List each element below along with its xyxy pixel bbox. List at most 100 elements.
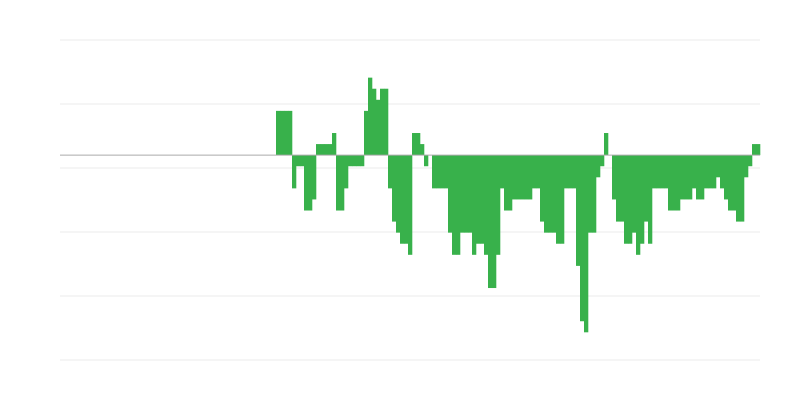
- bar: [304, 155, 309, 211]
- bar: [468, 155, 473, 233]
- bar: [716, 155, 721, 178]
- bar: [384, 88, 389, 156]
- bar: [648, 155, 653, 244]
- bar: [532, 155, 537, 189]
- bar: [612, 155, 617, 200]
- bar: [476, 155, 481, 244]
- bar: [336, 155, 341, 211]
- bar: [732, 155, 737, 211]
- bar: [620, 155, 625, 222]
- bar: [372, 88, 377, 156]
- bar: [656, 155, 661, 189]
- bar: [740, 155, 745, 222]
- bar: [508, 155, 513, 211]
- bar: [316, 144, 321, 156]
- bar: [356, 155, 361, 167]
- bar: [644, 155, 649, 222]
- bar: [420, 144, 425, 156]
- bar: [512, 155, 517, 200]
- bar: [324, 144, 329, 156]
- bar: [596, 155, 601, 178]
- bar: [572, 155, 577, 189]
- bar: [628, 155, 633, 244]
- bar: [744, 155, 749, 178]
- bar: [564, 155, 569, 189]
- bar: [404, 155, 409, 244]
- bar: [452, 155, 457, 255]
- bar: [672, 155, 677, 211]
- bar: [488, 155, 493, 289]
- bar: [636, 155, 641, 255]
- bar: [712, 155, 717, 189]
- bar: [660, 155, 665, 189]
- bar: [296, 155, 301, 167]
- bar: [736, 155, 741, 222]
- bar: [396, 155, 401, 233]
- bar: [592, 155, 597, 233]
- bar: [388, 155, 393, 189]
- bar: [456, 155, 461, 255]
- bar: [576, 155, 581, 266]
- bar: [328, 144, 333, 156]
- bar: [580, 155, 585, 322]
- bar: [680, 155, 685, 200]
- bar: [360, 155, 365, 167]
- bar: [412, 133, 417, 156]
- bar: [352, 155, 357, 167]
- bar: [568, 155, 573, 189]
- bar: [484, 155, 489, 255]
- bar: [668, 155, 673, 211]
- bar: [684, 155, 689, 200]
- bar: [624, 155, 629, 244]
- bar: [300, 155, 305, 167]
- bar: [604, 133, 609, 156]
- bar: [432, 155, 437, 189]
- bar: [416, 133, 421, 156]
- bar: [392, 155, 397, 222]
- bar: [652, 155, 657, 189]
- bar: [444, 155, 449, 189]
- bar: [688, 155, 693, 200]
- bars: [276, 77, 761, 333]
- bar: [292, 155, 297, 189]
- bar: [380, 88, 385, 156]
- bar: [492, 155, 497, 289]
- bar: [520, 155, 525, 200]
- bar: [676, 155, 681, 211]
- bar: [408, 155, 413, 255]
- bar: [284, 110, 289, 156]
- bar: [748, 155, 753, 167]
- bar: [280, 110, 285, 156]
- bar: [500, 155, 505, 189]
- bar: [548, 155, 553, 233]
- bar: [464, 155, 469, 233]
- bar: [376, 99, 381, 156]
- bar: [344, 155, 349, 189]
- bar: [724, 155, 729, 200]
- bar: [616, 155, 621, 222]
- bar: [720, 155, 725, 189]
- bar: [460, 155, 465, 233]
- bar: [400, 155, 405, 244]
- bar: [552, 155, 557, 233]
- bar: [632, 155, 637, 233]
- bar: [528, 155, 533, 200]
- bar: [752, 144, 757, 156]
- bar: [692, 155, 697, 189]
- bar: [308, 155, 313, 211]
- bar: [276, 110, 281, 156]
- bar: [480, 155, 485, 244]
- bar: [708, 155, 713, 189]
- bar: [340, 155, 345, 211]
- bar: [756, 144, 761, 156]
- bar: [320, 144, 325, 156]
- bar: [600, 155, 605, 167]
- bar: [560, 155, 565, 244]
- bar: [504, 155, 509, 211]
- bar: [540, 155, 545, 222]
- bar: [436, 155, 441, 189]
- bar: [536, 155, 541, 189]
- bar: [424, 155, 429, 167]
- bar: [472, 155, 477, 255]
